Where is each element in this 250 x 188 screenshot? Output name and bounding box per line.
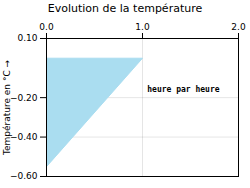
svg-text:−0.20: −0.20 [10,93,38,103]
svg-text:−0.60: −0.60 [10,171,38,181]
svg-text:−0.40: −0.40 [10,132,38,142]
svg-text:0.0: 0.0 [39,22,54,32]
svg-text:heure par heure: heure par heure [147,84,219,93]
svg-text:1.0: 1.0 [135,22,150,32]
svg-text:0.10: 0.10 [17,33,37,43]
html-text:Evolution de la température: Evolution de la température [47,2,203,15]
svg-text:Température en °C →: Température en °C → [2,59,12,156]
svg-text:2.0: 2.0 [231,22,246,32]
